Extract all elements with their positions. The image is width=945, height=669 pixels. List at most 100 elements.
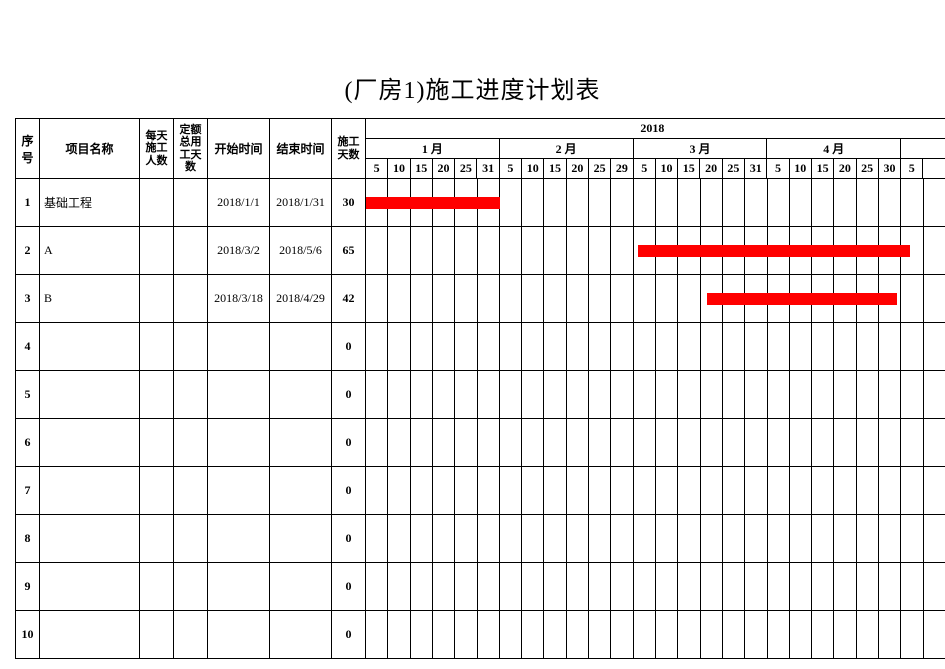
- cell-start: 2018/3/2: [208, 227, 270, 275]
- cell-seq: 5: [16, 371, 40, 419]
- gantt-bar: [707, 293, 897, 305]
- cell-seq: 3: [16, 275, 40, 323]
- gantt-bar: [366, 197, 500, 209]
- cell-quota: [174, 467, 208, 515]
- cell-days: 65: [332, 227, 366, 275]
- cell-start: 2018/1/1: [208, 179, 270, 227]
- day-label-0-0: 5: [366, 159, 388, 179]
- day-label-4-1: [923, 159, 945, 179]
- cell-start: [208, 419, 270, 467]
- day-label-2-0: 5: [633, 159, 655, 179]
- gantt-bar: [638, 245, 910, 257]
- month-label-4: [901, 139, 945, 159]
- cell-workers: [140, 371, 174, 419]
- table-row: 1基础工程2018/1/12018/1/3130: [16, 179, 945, 227]
- day-label-3-5: 30: [878, 159, 900, 179]
- gantt-cell: [366, 611, 945, 659]
- cell-days: 0: [332, 467, 366, 515]
- month-label-1: 2 月: [499, 139, 633, 159]
- day-label-0-5: 31: [477, 159, 499, 179]
- table-row: 40: [16, 323, 945, 371]
- cell-name: [40, 515, 140, 563]
- cell-name: [40, 323, 140, 371]
- day-label-1-4: 25: [588, 159, 610, 179]
- cell-quota: [174, 227, 208, 275]
- col-name: 项目名称: [40, 119, 140, 179]
- table-row: 100: [16, 611, 945, 659]
- cell-start: [208, 371, 270, 419]
- day-label-3-3: 20: [834, 159, 856, 179]
- cell-start: [208, 515, 270, 563]
- cell-days: 0: [332, 419, 366, 467]
- cell-end: [270, 419, 332, 467]
- table-row: 80: [16, 515, 945, 563]
- day-label-1-1: 10: [522, 159, 544, 179]
- day-label-2-5: 31: [745, 159, 767, 179]
- cell-quota: [174, 275, 208, 323]
- cell-end: [270, 323, 332, 371]
- cell-quota: [174, 179, 208, 227]
- cell-workers: [140, 275, 174, 323]
- cell-quota: [174, 371, 208, 419]
- cell-seq: 8: [16, 515, 40, 563]
- cell-start: [208, 467, 270, 515]
- gantt-table-wrap: 序号项目名称每天施工人数定额总用工天数开始时间结束时间施工天数20181 月2 …: [15, 118, 945, 659]
- cell-name: [40, 563, 140, 611]
- day-label-1-2: 15: [544, 159, 566, 179]
- cell-workers: [140, 323, 174, 371]
- month-label-2: 3 月: [633, 139, 767, 159]
- cell-workers: [140, 611, 174, 659]
- cell-workers: [140, 419, 174, 467]
- month-label-3: 4 月: [767, 139, 901, 159]
- cell-workers: [140, 227, 174, 275]
- table-row: 90: [16, 563, 945, 611]
- day-label-0-1: 10: [388, 159, 410, 179]
- cell-end: [270, 371, 332, 419]
- cell-start: 2018/3/18: [208, 275, 270, 323]
- month-label-0: 1 月: [366, 139, 500, 159]
- cell-days: 0: [332, 371, 366, 419]
- day-label-2-2: 15: [678, 159, 700, 179]
- day-label-0-2: 15: [410, 159, 432, 179]
- cell-quota: [174, 563, 208, 611]
- gantt-cell: [366, 467, 945, 515]
- cell-days: 0: [332, 611, 366, 659]
- cell-seq: 6: [16, 419, 40, 467]
- gantt-cell: [366, 323, 945, 371]
- cell-name: [40, 419, 140, 467]
- cell-end: [270, 563, 332, 611]
- cell-name: A: [40, 227, 140, 275]
- cell-quota: [174, 515, 208, 563]
- cell-days: 30: [332, 179, 366, 227]
- gantt-cell: [366, 179, 945, 227]
- cell-seq: 9: [16, 563, 40, 611]
- col-days: 施工天数: [332, 119, 366, 179]
- cell-workers: [140, 467, 174, 515]
- year-label: 2018: [366, 119, 945, 139]
- gantt-table: 序号项目名称每天施工人数定额总用工天数开始时间结束时间施工天数20181 月2 …: [15, 118, 945, 659]
- gantt-cell: [366, 275, 945, 323]
- table-row: 70: [16, 467, 945, 515]
- cell-seq: 2: [16, 227, 40, 275]
- gantt-cell: [366, 515, 945, 563]
- day-label-2-4: 25: [722, 159, 744, 179]
- day-label-3-0: 5: [767, 159, 789, 179]
- cell-name: [40, 371, 140, 419]
- cell-days: 0: [332, 563, 366, 611]
- cell-end: [270, 467, 332, 515]
- cell-start: [208, 563, 270, 611]
- cell-name: 基础工程: [40, 179, 140, 227]
- cell-workers: [140, 179, 174, 227]
- gantt-cell: [366, 371, 945, 419]
- table-row: 2A2018/3/22018/5/665: [16, 227, 945, 275]
- col-start: 开始时间: [208, 119, 270, 179]
- cell-days: 42: [332, 275, 366, 323]
- cell-seq: 7: [16, 467, 40, 515]
- cell-days: 0: [332, 323, 366, 371]
- gantt-cell: [366, 227, 945, 275]
- page-title: (厂房1)施工进度计划表: [0, 70, 945, 105]
- col-quota: 定额总用工天数: [174, 119, 208, 179]
- cell-days: 0: [332, 515, 366, 563]
- day-label-0-4: 25: [455, 159, 477, 179]
- cell-end: [270, 515, 332, 563]
